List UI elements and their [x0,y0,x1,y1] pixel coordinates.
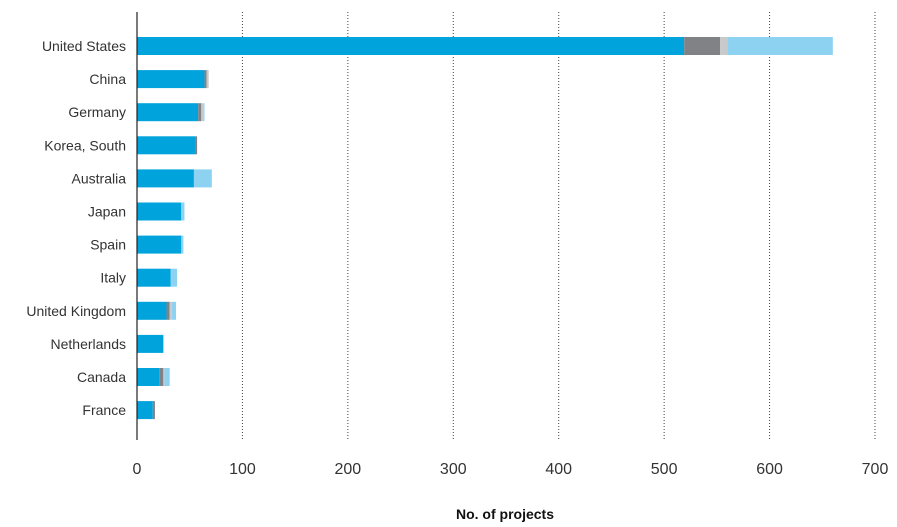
bar-segment-2-2 [198,103,202,122]
bar-segment-1-6 [137,235,182,254]
category-label: Italy [100,270,126,286]
bar-segment-3-8 [169,301,172,320]
category-label: Canada [77,369,126,385]
category-label: Germany [68,104,126,120]
x-tick-labels: 0 100 200 300 400 500 600 700 [133,461,889,478]
bar-segment-4-0 [727,37,833,55]
bar-segment-1-0 [137,37,685,55]
bar-segment-1-9 [137,334,164,353]
bar-segment-2-10 [159,368,164,386]
category-label: United Kingdom [26,303,126,319]
bar-segment-1-8 [137,301,167,320]
x-axis-title: No. of projects [456,506,554,522]
bar-segment-1-3 [137,136,195,155]
x-tick-label: 500 [651,461,678,478]
bar-segment-4-4 [193,169,212,188]
bar-segment-1-5 [137,202,182,221]
x-tick-label: 300 [440,461,467,478]
gridlines [241,12,876,440]
category-label: Japan [88,204,126,220]
bar-segment-4-8 [171,301,177,320]
bar-segment-2-8 [166,301,170,320]
x-tick-label: 0 [133,461,142,478]
x-tick-label: 700 [862,461,889,478]
category-label: Australia [72,170,127,186]
bar-segment-4-5 [181,202,185,221]
bar-segment-3-1 [206,70,209,89]
bar-segment-3-2 [201,103,204,122]
bar-segment-1-11 [137,401,153,420]
x-tick-label: 200 [335,461,362,478]
category-labels: United States China Germany Korea, South Aus… [26,38,126,418]
bar-segment-3-10 [163,368,165,386]
bar-segment-1-1 [137,70,205,89]
x-tick-label: 600 [756,461,783,478]
bar-segment-4-6 [181,235,184,254]
category-label: China [89,71,126,87]
category-label: France [82,402,126,418]
category-label: Spain [90,237,126,253]
category-label: Netherlands [51,336,127,352]
x-tick-label: 100 [229,461,256,478]
bar-segment-1-10 [137,368,160,386]
category-label: United States [42,38,126,54]
bar-segment-1-2 [137,103,199,122]
bar-segment-3-0 [720,37,728,55]
bar-segment-4-7 [170,268,178,287]
bar-segment-2-11 [152,401,155,420]
bar-segment-4-10 [164,368,170,386]
bars [137,37,833,420]
category-label: Korea, South [44,137,126,153]
bar-segment-2-3 [194,136,198,155]
bar-segment-1-7 [137,268,171,287]
bar-segment-2-0 [684,37,721,55]
bar-segment-4-2 [203,103,205,122]
x-tick-label: 400 [545,461,572,478]
bar-segment-1-4 [137,169,194,188]
bar-segment-2-1 [204,70,207,89]
